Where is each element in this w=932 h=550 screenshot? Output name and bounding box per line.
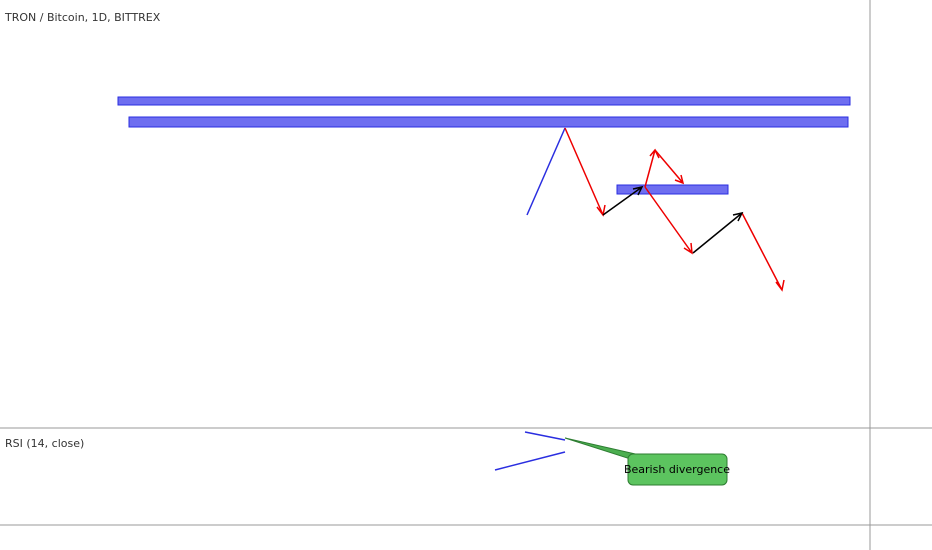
- chart-title: TRON / Bitcoin, 1D, BITTREX: [4, 11, 161, 24]
- trend-line: [526, 127, 566, 216]
- annotation: Bearish divergence: [624, 463, 730, 476]
- zone: [616, 184, 729, 195]
- red-arrows: [564, 127, 785, 292]
- black-arrows: [602, 185, 744, 254]
- zone: [128, 116, 849, 128]
- drawings: Bearish divergence: [117, 96, 851, 486]
- rsi-title: RSI (14, close): [5, 437, 84, 450]
- divergence-line: [524, 431, 566, 441]
- callout: [627, 453, 728, 486]
- divergence-line: [494, 451, 566, 471]
- zone: [117, 96, 851, 106]
